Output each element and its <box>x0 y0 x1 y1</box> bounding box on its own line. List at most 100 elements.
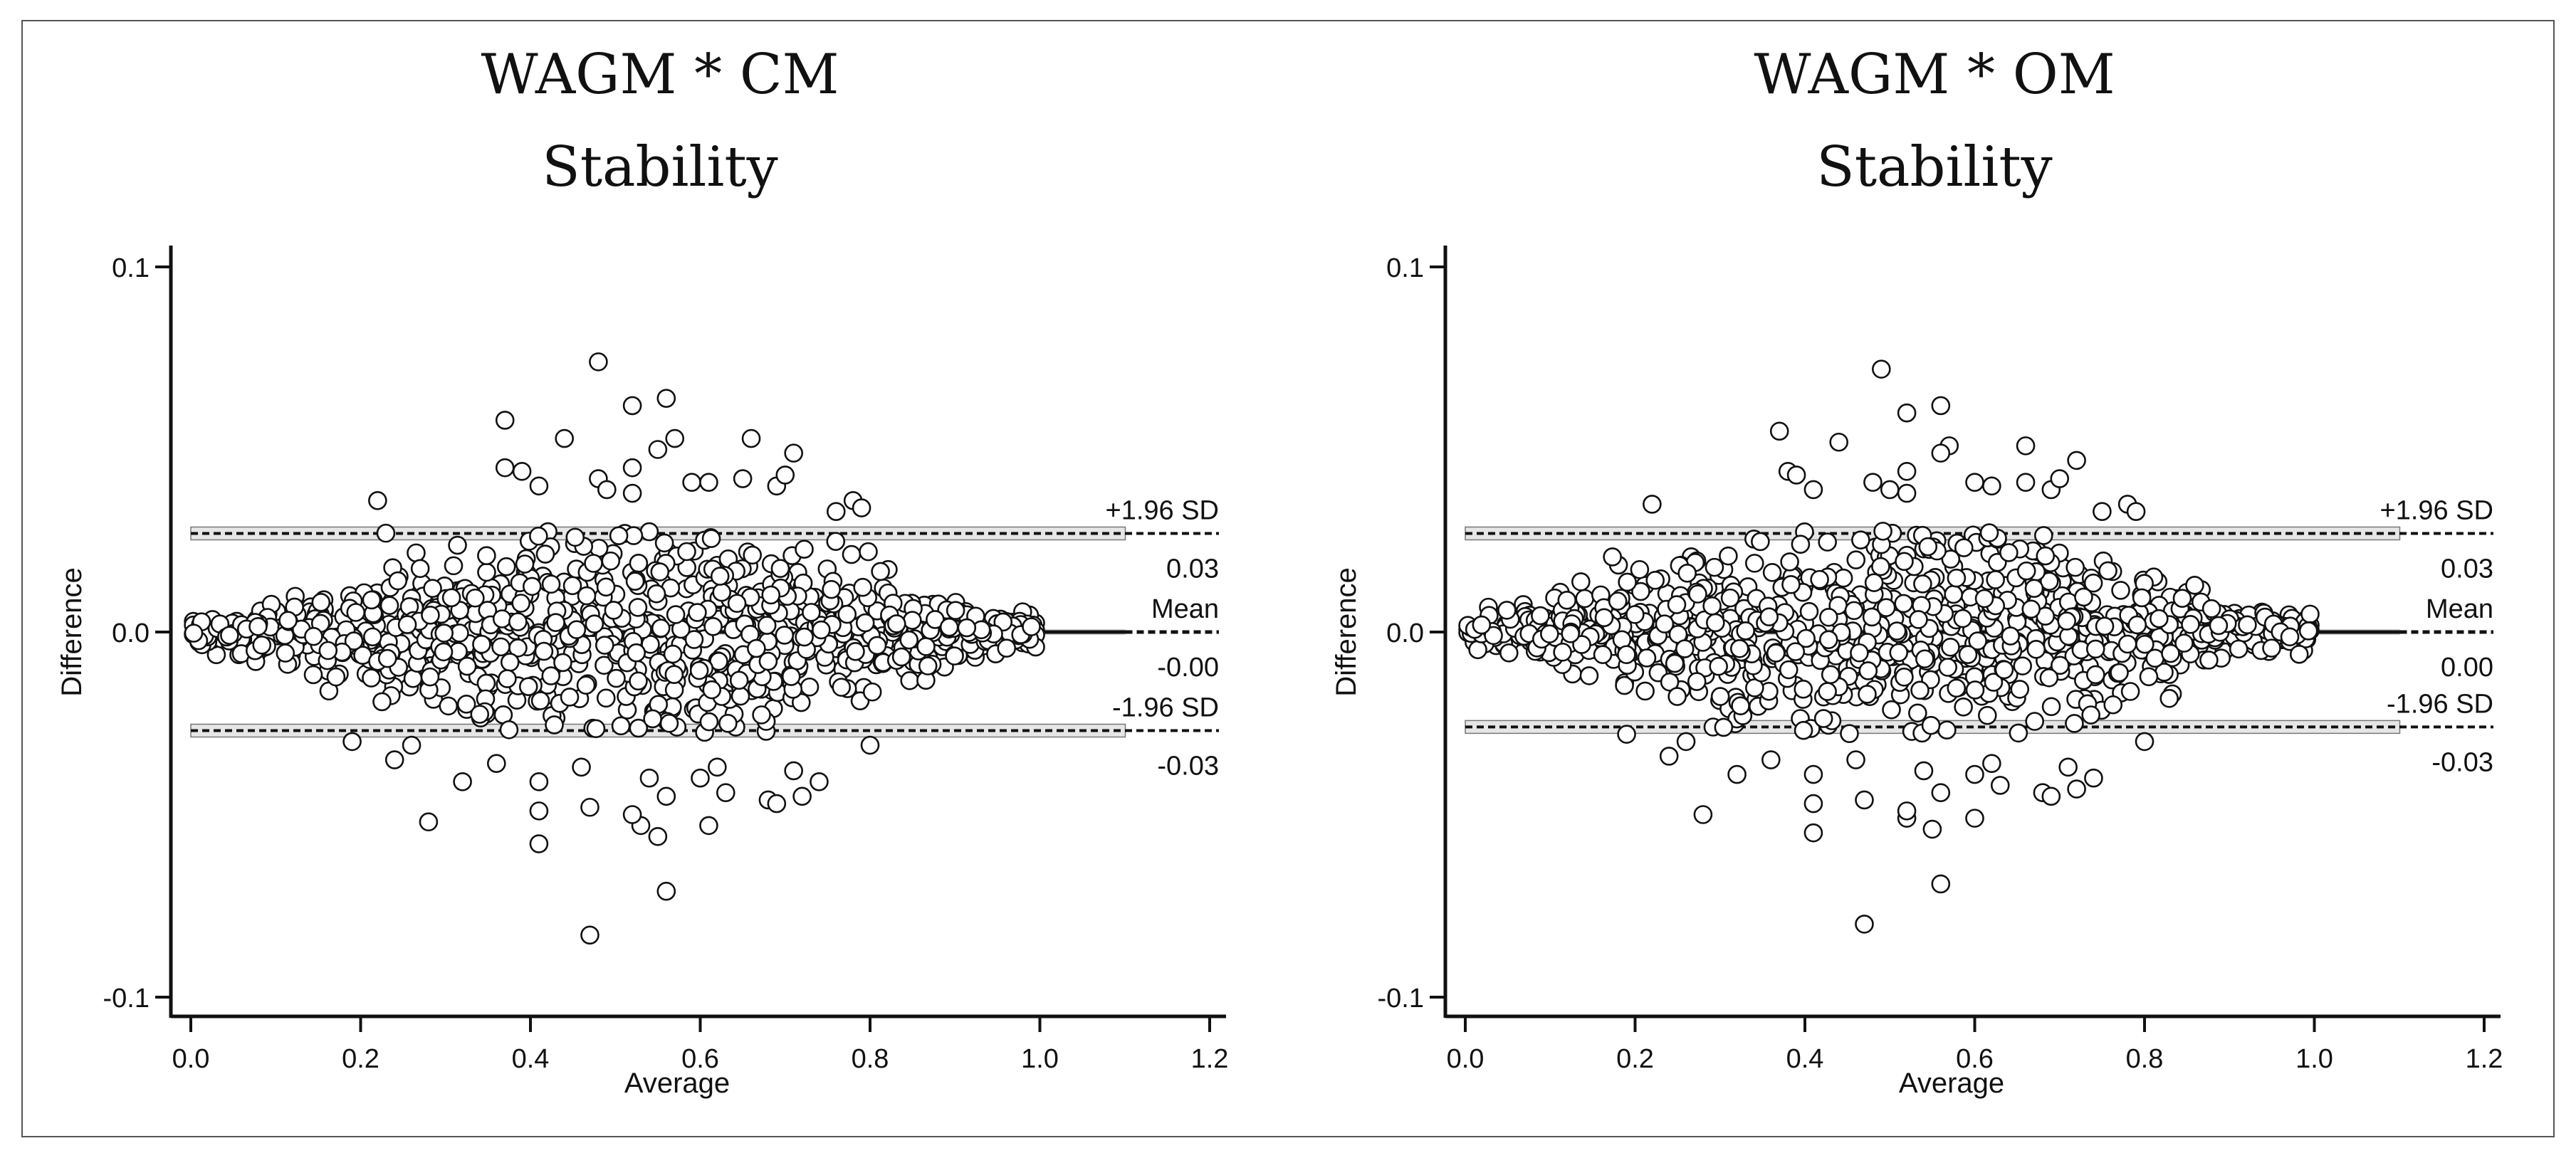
data-point <box>1954 698 1973 717</box>
data-point <box>1818 682 1837 701</box>
upper-limit-label: +1.96 SD <box>2380 495 2494 525</box>
data-point <box>486 754 506 773</box>
data-point <box>2013 656 2033 675</box>
data-point <box>2120 682 2140 701</box>
data-point <box>1803 823 1823 843</box>
chart-subtitle: Stability <box>542 135 778 199</box>
data-point <box>2150 609 2169 628</box>
data-point <box>855 613 875 633</box>
data-point <box>1833 568 1853 588</box>
data-point <box>2300 604 2320 624</box>
data-point <box>577 586 597 606</box>
data-point <box>622 458 642 478</box>
data-point <box>622 805 642 824</box>
data-point <box>511 594 530 613</box>
data-point <box>388 571 408 591</box>
data-point <box>945 646 964 665</box>
data-point <box>682 473 701 492</box>
data-point <box>1561 624 1580 643</box>
data-point <box>1472 615 1492 635</box>
data-point <box>2093 502 2112 522</box>
data-point <box>2016 561 2036 581</box>
data-point <box>1617 645 1636 665</box>
data-point <box>2025 712 2044 731</box>
data-point <box>775 465 795 485</box>
data-point <box>1844 601 1864 621</box>
data-point <box>646 584 666 604</box>
x-tick-label: 1.0 <box>1021 1044 1059 1074</box>
data-point <box>665 428 685 448</box>
data-point <box>529 526 548 546</box>
x-tick-label: 1.0 <box>2295 1044 2333 1074</box>
data-point <box>278 611 298 631</box>
data-point <box>434 642 454 662</box>
data-point <box>1922 819 1942 839</box>
x-tick-label: 0.4 <box>1786 1044 1824 1074</box>
data-point <box>402 735 422 755</box>
data-point <box>1986 570 2005 589</box>
data-point <box>1687 672 1707 691</box>
data-point <box>2083 573 2103 593</box>
data-point <box>1982 754 2001 773</box>
y-tick-label: -0.1 <box>103 984 150 1014</box>
data-point <box>2010 680 2030 699</box>
data-point <box>826 532 846 551</box>
data-point <box>699 816 718 836</box>
data-point <box>648 440 668 459</box>
data-point <box>362 590 382 610</box>
x-axis-label: Average <box>1899 1068 2004 1099</box>
data-point <box>702 680 722 700</box>
data-point <box>1553 642 1572 662</box>
data-point <box>639 522 659 542</box>
data-point <box>2139 667 2159 687</box>
chart-panel-left: WAGM * CM Stability 0.0 0.2 0.4 0.6 0.8 1.0 1.… <box>23 21 1297 1139</box>
data-point <box>453 772 472 791</box>
data-point <box>2041 697 2061 717</box>
x-tick-label: 0.8 <box>2126 1044 2164 1074</box>
data-point <box>1655 614 1675 633</box>
data-point <box>1572 635 1591 654</box>
data-point <box>1675 639 1695 658</box>
data-point <box>2067 779 2086 799</box>
data-point <box>810 772 829 791</box>
data-point <box>1941 637 1960 657</box>
data-point <box>2135 634 2154 654</box>
data-point <box>852 498 871 517</box>
data-point <box>733 469 753 488</box>
data-point <box>677 542 696 562</box>
data-point <box>2067 451 2086 470</box>
data-point <box>939 617 959 637</box>
data-point <box>2262 638 2281 658</box>
data-point <box>688 603 707 622</box>
data-point <box>477 562 496 582</box>
data-point <box>903 611 922 630</box>
data-point <box>837 604 857 624</box>
data-point <box>1965 764 1984 784</box>
lower-limit-label: -1.96 SD <box>2387 689 2493 719</box>
data-point <box>691 768 710 788</box>
data-point <box>303 665 323 685</box>
data-point <box>318 641 338 660</box>
data-point <box>689 660 709 680</box>
data-point <box>1593 645 1613 665</box>
data-point <box>2126 502 2146 522</box>
data-point <box>1643 495 1662 514</box>
data-point <box>1931 874 1951 894</box>
data-point <box>1858 685 1877 704</box>
data-point <box>518 677 538 697</box>
data-point <box>867 636 887 656</box>
data-point <box>2127 615 2147 635</box>
data-point <box>1915 649 1934 669</box>
data-point <box>1889 643 1909 663</box>
data-point <box>1719 546 1738 566</box>
data-point <box>731 686 750 706</box>
data-point <box>1803 794 1823 814</box>
data-point <box>546 613 565 633</box>
data-point <box>407 543 426 563</box>
data-point <box>2172 589 2192 608</box>
data-point <box>1799 601 1819 621</box>
data-point <box>795 539 814 559</box>
data-point <box>891 647 911 667</box>
data-point <box>2084 768 2103 788</box>
data-point <box>1665 653 1685 673</box>
